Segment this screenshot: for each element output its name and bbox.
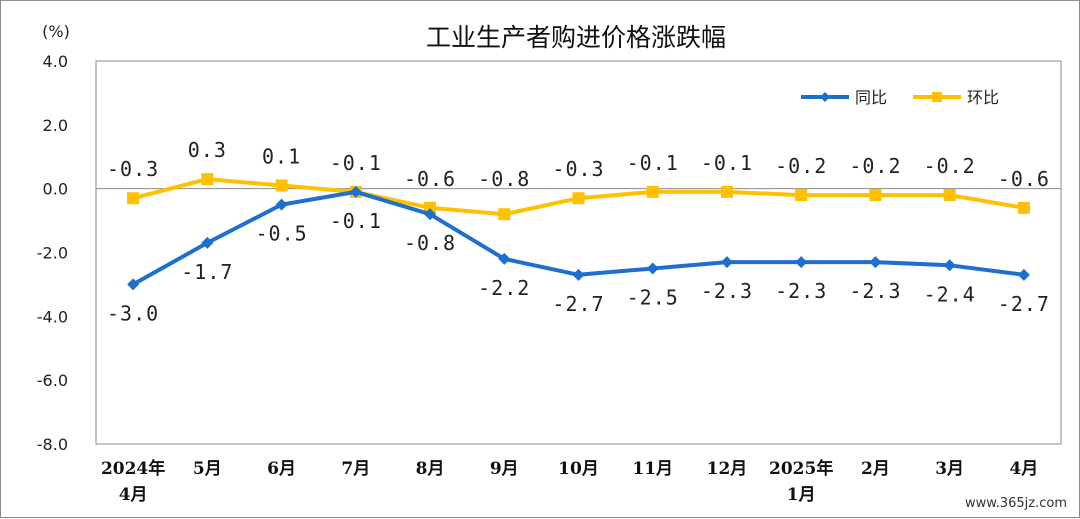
watermark-text: www.365jz.com [961, 494, 1071, 513]
data-point-marker [275, 179, 288, 192]
legend: 同比 环比 [801, 88, 999, 107]
data-labels-layer: -0.3 0.3 0.1 -0.1 -0.6 -0.8 -0.3 -0.1 -0.1 -0.2 -0… [107, 138, 1050, 325]
data-label: -2.3 [701, 279, 753, 303]
y-tick-label: 0.0 [43, 180, 68, 199]
data-label: -2.7 [552, 292, 604, 316]
x-tick-label: 1月 [787, 485, 816, 505]
data-label: -3.0 [107, 301, 159, 325]
data-label: -0.3 [552, 157, 604, 181]
data-point-marker [349, 185, 362, 198]
data-point-marker [795, 189, 808, 202]
y-axis-ticks: 4.0 2.0 0.0 -2.0 -4.0 -6.0 -8.0 [37, 52, 68, 454]
y-tick-label: 4.0 [43, 52, 68, 71]
data-label: -2.3 [775, 279, 827, 303]
data-point-marker [127, 278, 140, 291]
data-point-marker [572, 192, 585, 205]
data-label: -0.1 [330, 151, 382, 175]
x-tick-label: 6月 [267, 459, 296, 479]
data-point-marker [1017, 201, 1030, 214]
data-label: -2.4 [924, 282, 976, 306]
data-label: -0.6 [404, 167, 456, 191]
y-tick-label: -2.0 [37, 244, 68, 263]
series-layer [127, 173, 1030, 291]
data-point-marker [498, 252, 511, 265]
x-tick-label: 4月 [1009, 459, 1038, 479]
y-axis-unit-label: (%) [42, 22, 70, 41]
data-label: -0.8 [478, 167, 530, 191]
data-label: -0.2 [849, 154, 901, 178]
data-label: -0.2 [775, 154, 827, 178]
chart-title: 工业生产者购进价格涨跌幅 [426, 23, 726, 52]
data-label: -2.7 [998, 292, 1050, 316]
data-point-marker [572, 268, 585, 281]
x-tick-label: 2月 [861, 459, 890, 479]
data-label: -1.7 [181, 260, 233, 284]
x-tick-label: 8月 [416, 459, 445, 479]
data-label: -0.1 [627, 151, 679, 175]
data-point-marker [869, 256, 882, 269]
data-label: -2.2 [478, 276, 530, 300]
x-tick-label: 10月 [558, 459, 599, 479]
data-point-marker [498, 208, 511, 221]
data-label: -0.1 [701, 151, 753, 175]
data-point-marker [795, 256, 808, 269]
data-point-marker [201, 173, 214, 186]
legend-swatch-marker [932, 92, 942, 102]
data-point-marker [646, 262, 659, 275]
legend-swatch-marker [820, 92, 830, 102]
x-tick-label: 11月 [632, 459, 673, 479]
data-point-marker [424, 201, 437, 214]
y-tick-label: -6.0 [37, 371, 68, 390]
x-axis-ticks: 2024年 4月 5月 6月 7月 8月 9月 10月 11月 12月 2025年 1月 2月 3月 4月 [101, 458, 1038, 505]
data-point-marker [869, 189, 882, 202]
data-point-marker [424, 208, 437, 221]
data-point-marker [720, 256, 733, 269]
y-tick-label: -8.0 [37, 435, 68, 454]
data-label: 0.3 [188, 138, 227, 162]
data-label: -2.3 [849, 279, 901, 303]
x-tick-label: 4月 [119, 485, 148, 505]
data-label: -0.6 [998, 167, 1050, 191]
plot-area [95, 60, 1062, 445]
data-label: -0.5 [255, 222, 307, 246]
x-tick-label: 2025年 [769, 458, 833, 479]
data-label: -2.5 [627, 285, 679, 309]
x-tick-label: 12月 [707, 459, 748, 479]
legend-label: 环比 [967, 88, 999, 107]
x-tick-label: 9月 [490, 459, 519, 479]
data-point-marker [720, 185, 733, 198]
data-label: -0.3 [107, 157, 159, 181]
data-point-marker [943, 259, 956, 272]
y-tick-label: 2.0 [43, 116, 68, 135]
data-point-marker [646, 185, 659, 198]
data-label: -0.2 [924, 154, 976, 178]
data-point-marker [943, 189, 956, 202]
x-tick-label: 7月 [341, 459, 370, 479]
data-point-marker [1017, 268, 1030, 281]
data-label: -0.8 [404, 231, 456, 255]
data-point-marker [201, 236, 214, 249]
data-label: 0.1 [262, 144, 301, 168]
data-point-marker [127, 192, 140, 205]
legend-label: 同比 [855, 88, 887, 107]
x-tick-label: 3月 [935, 459, 964, 479]
x-tick-label: 5月 [193, 459, 222, 479]
data-point-marker [275, 198, 288, 211]
data-label: -0.1 [330, 209, 382, 233]
x-tick-label: 2024年 [101, 458, 165, 479]
y-tick-label: -4.0 [37, 307, 68, 326]
